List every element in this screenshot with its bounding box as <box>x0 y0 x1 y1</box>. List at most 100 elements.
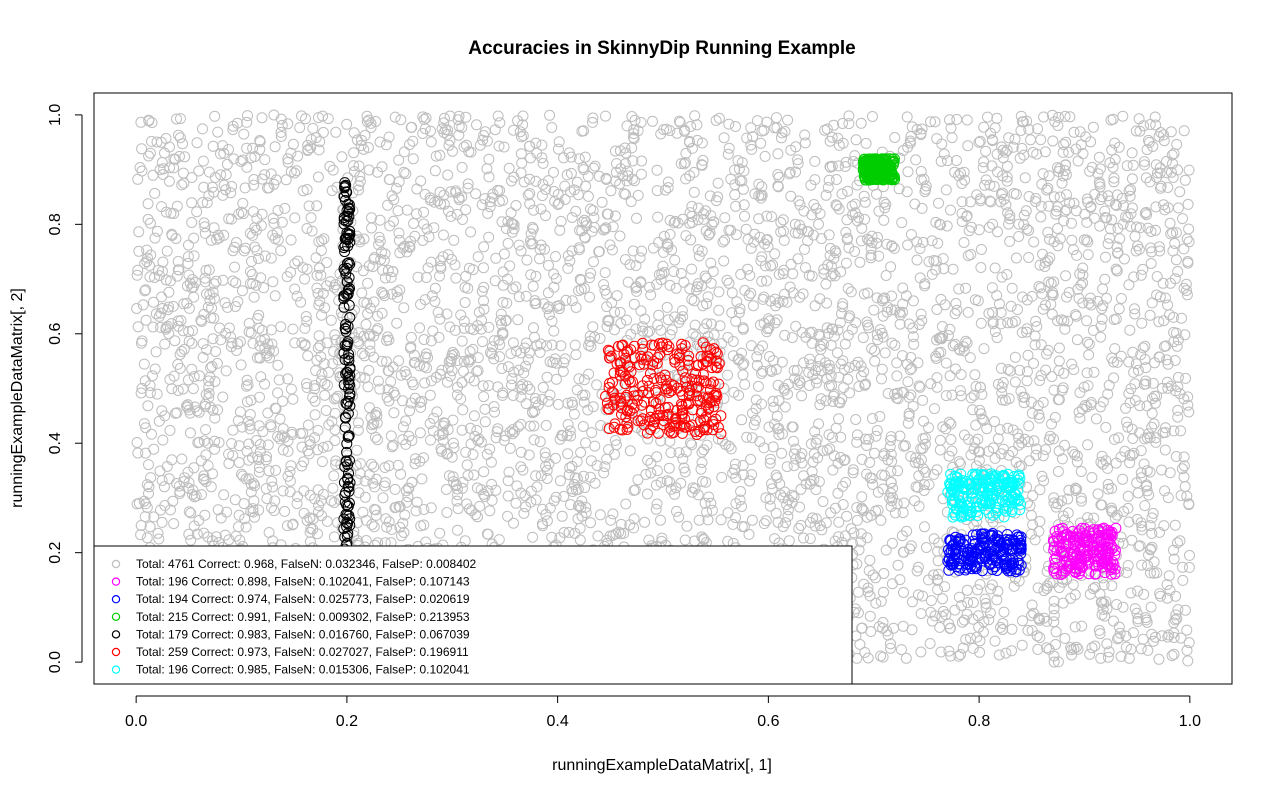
data-point <box>291 165 303 177</box>
data-point <box>580 437 592 449</box>
data-point <box>316 510 328 522</box>
data-point <box>601 301 613 313</box>
data-point <box>1135 643 1147 655</box>
data-point <box>1048 656 1060 668</box>
data-point <box>536 518 548 530</box>
data-point <box>566 295 578 307</box>
data-point <box>534 253 545 265</box>
data-point <box>450 272 462 284</box>
data-point <box>911 565 923 577</box>
data-point <box>880 270 892 281</box>
data-point <box>1049 557 1061 569</box>
data-point <box>1023 252 1035 263</box>
data-point <box>889 132 901 143</box>
data-point <box>940 357 952 369</box>
data-point <box>589 331 601 343</box>
data-point <box>496 216 508 228</box>
data-point <box>465 226 477 238</box>
data-point <box>696 531 708 543</box>
data-point <box>940 390 952 402</box>
data-point <box>669 488 681 500</box>
data-point <box>753 213 765 225</box>
data-point <box>855 117 867 129</box>
data-point <box>1059 110 1071 122</box>
data-point <box>1071 456 1083 468</box>
data-point <box>203 381 215 393</box>
data-point <box>841 510 853 522</box>
data-point <box>241 445 253 457</box>
data-point <box>645 467 657 479</box>
data-point <box>434 527 446 539</box>
data-point <box>1154 162 1166 174</box>
data-point <box>619 158 631 170</box>
data-point <box>1165 228 1177 240</box>
data-point <box>861 532 873 544</box>
data-point <box>272 234 284 246</box>
data-point <box>1083 297 1095 309</box>
data-point <box>814 399 826 411</box>
data-point <box>392 205 404 217</box>
data-point <box>1163 570 1175 582</box>
data-point <box>680 173 692 185</box>
data-point <box>665 447 677 459</box>
data-point <box>1070 482 1081 494</box>
data-point <box>395 468 407 480</box>
data-point <box>678 158 690 170</box>
data-point <box>1135 467 1147 479</box>
data-point <box>191 206 203 218</box>
data-point <box>508 219 520 231</box>
data-point <box>591 379 603 391</box>
data-point <box>609 324 620 336</box>
data-point <box>1006 623 1018 635</box>
data-point <box>510 497 522 509</box>
data-point <box>781 499 793 511</box>
data-point <box>544 109 556 121</box>
data-point <box>266 502 277 514</box>
data-point <box>516 383 528 395</box>
data-point <box>684 136 695 148</box>
data-point <box>563 147 575 159</box>
data-point <box>772 379 784 391</box>
data-point <box>157 169 169 180</box>
data-point <box>1183 406 1195 418</box>
data-point <box>757 293 769 305</box>
data-point <box>253 253 264 264</box>
data-point <box>273 374 285 386</box>
data-point <box>843 118 855 130</box>
data-point <box>1148 556 1160 568</box>
data-point <box>207 140 219 152</box>
data-point <box>1049 411 1061 423</box>
data-point <box>374 214 386 226</box>
data-point <box>429 282 441 294</box>
data-point <box>1087 583 1099 595</box>
data-point <box>218 229 230 241</box>
data-point <box>177 383 189 395</box>
data-point <box>1035 282 1047 294</box>
data-point <box>1075 466 1087 477</box>
data-point <box>804 353 816 365</box>
data-point <box>578 374 590 386</box>
data-point <box>575 502 587 514</box>
data-point <box>943 416 955 428</box>
data-point <box>514 126 526 138</box>
data-point <box>992 585 1004 597</box>
data-point <box>755 137 767 149</box>
data-point <box>847 538 859 550</box>
data-point <box>1001 160 1013 172</box>
data-point <box>558 490 570 502</box>
data-point <box>330 126 342 138</box>
data-point <box>367 477 379 489</box>
data-point <box>823 380 835 392</box>
data-point <box>1099 273 1111 285</box>
data-point <box>864 457 876 468</box>
data-point <box>203 166 215 178</box>
data-point <box>524 188 536 199</box>
data-point <box>489 124 501 136</box>
data-point <box>285 460 297 472</box>
data-point <box>1087 324 1099 336</box>
data-point <box>191 528 203 540</box>
data-point <box>575 447 587 458</box>
data-point <box>1117 473 1129 485</box>
data-point <box>520 290 532 302</box>
